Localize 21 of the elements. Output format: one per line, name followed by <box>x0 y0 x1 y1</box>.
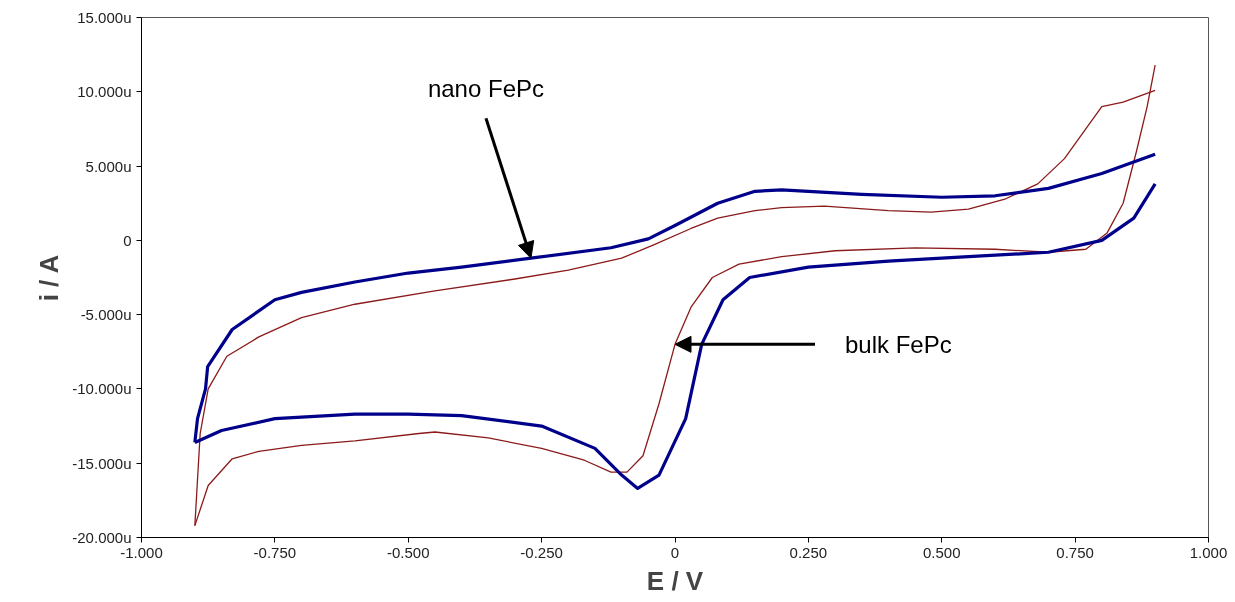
x-tick-label: -0.250 <box>520 543 563 561</box>
y-tick-label: 0 <box>123 231 132 249</box>
x-tick-label: 0.250 <box>789 543 828 561</box>
x-tick-label: 0.750 <box>1056 543 1094 561</box>
y-axis-title: i / A <box>34 254 65 302</box>
y-tick-label: -10.000u <box>72 380 132 398</box>
y-tick-label: -5.000u <box>80 306 132 324</box>
x-tick-label: 0 <box>670 543 680 561</box>
x-tick-label: 0.500 <box>922 543 961 561</box>
y-tick-label: 15.000u <box>77 9 132 26</box>
y-tick-label: -15.000u <box>72 454 132 472</box>
x-tick-label: -1.000 <box>120 543 163 561</box>
x-axis-title: E / V <box>646 565 704 596</box>
x-tick-label: -0.750 <box>253 543 297 561</box>
annotation: nano FePc <box>427 74 544 102</box>
y-tick-label: -20.000u <box>72 529 132 546</box>
annotation: bulk FePc <box>845 330 952 358</box>
y-tick-label: 10.000u <box>77 83 132 101</box>
x-tick-label: -0.500 <box>386 543 430 561</box>
y-tick-label: 5.000u <box>85 157 132 175</box>
x-tick-label: 1.000 <box>1189 543 1228 561</box>
